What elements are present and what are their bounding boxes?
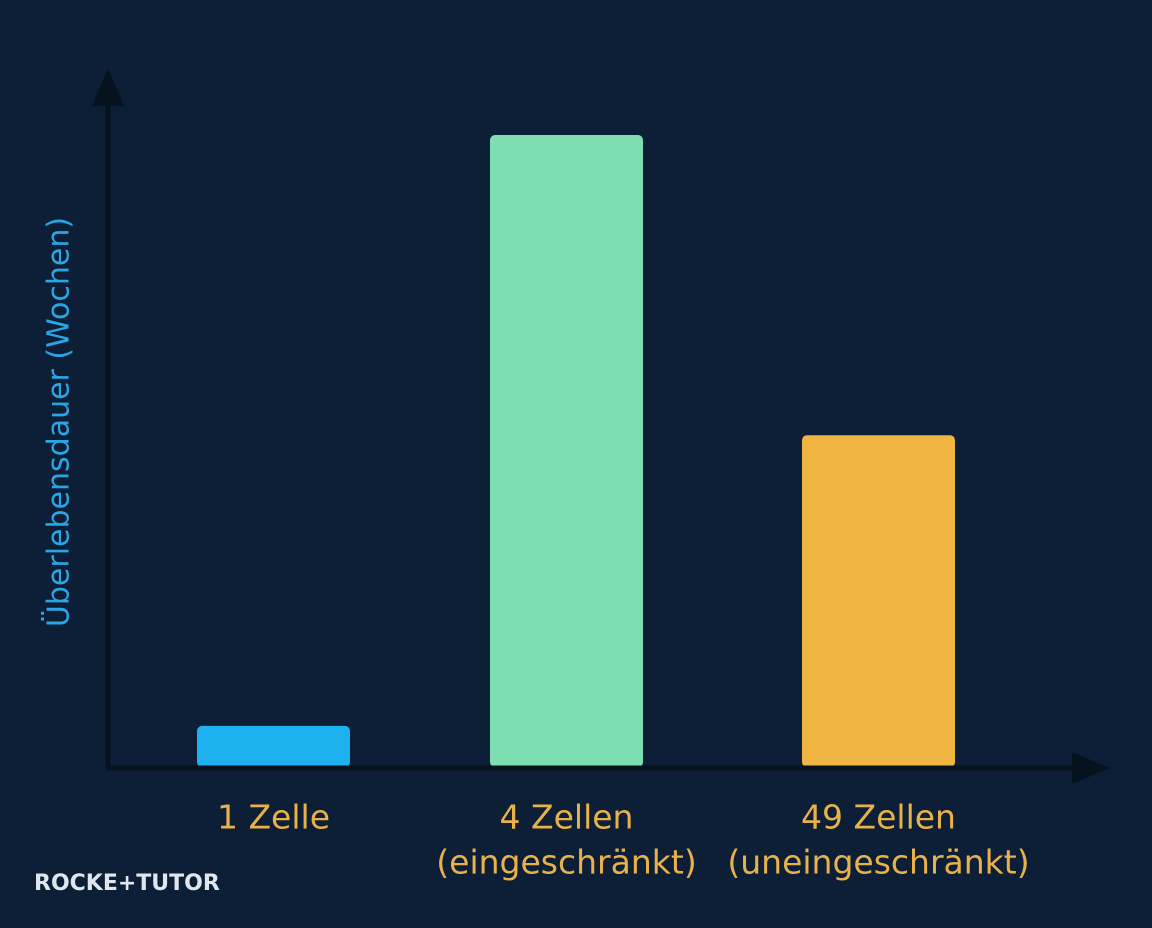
- axes: [92, 68, 1110, 784]
- bar: [197, 725, 350, 767]
- x-tick-label: 1 Zelle: [217, 798, 330, 837]
- bar: [802, 435, 955, 767]
- x-tick-label: 4 Zellen: [500, 798, 634, 837]
- logo: ROCKE+TUTOR: [34, 871, 220, 896]
- x-tick-label: 49 Zellen: [801, 798, 956, 837]
- y-axis-label: Überlebensdauer (Wochen): [41, 217, 77, 627]
- y-axis-arrow: [92, 68, 124, 106]
- x-tick-label: (eingeschränkt): [436, 843, 696, 882]
- x-axis-arrow: [1072, 752, 1110, 784]
- bar: [490, 135, 643, 767]
- x-tick-label: (uneingeschränkt): [727, 843, 1029, 882]
